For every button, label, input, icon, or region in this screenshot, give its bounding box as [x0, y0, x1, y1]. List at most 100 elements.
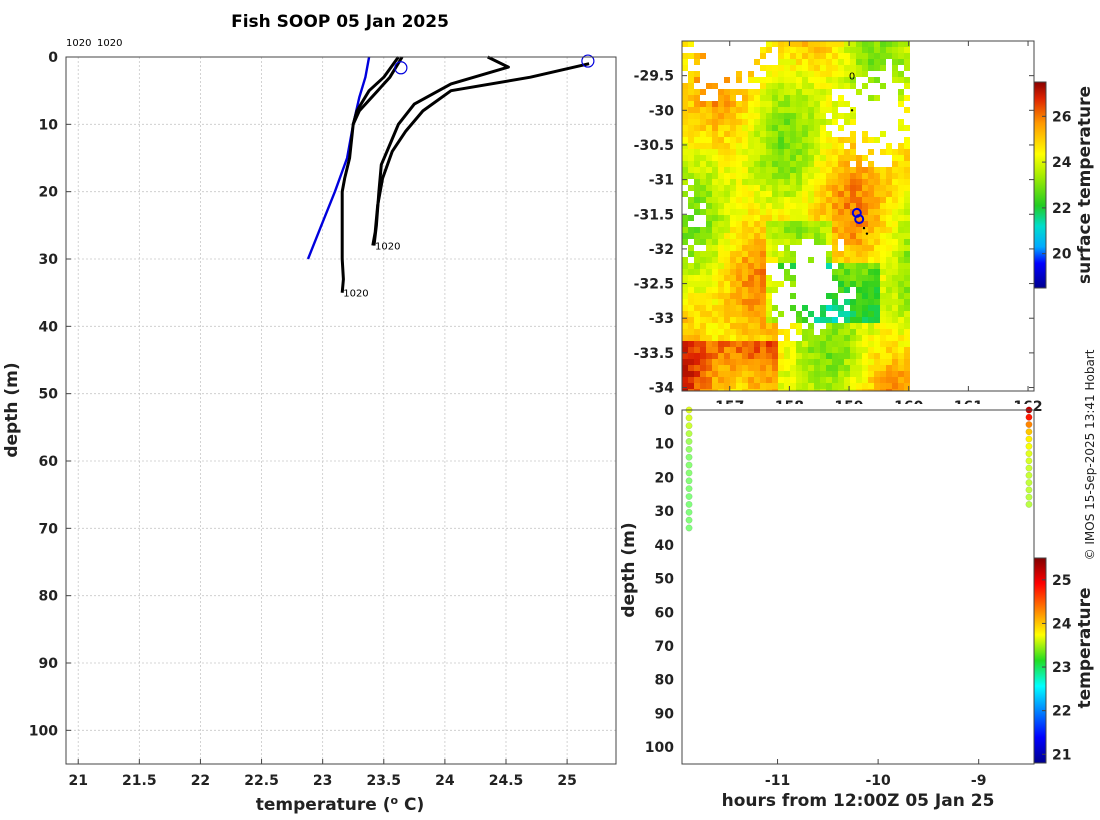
sst-cell: [844, 197, 850, 203]
sst-cell: [742, 107, 748, 113]
sst-cell: [748, 113, 754, 119]
sst-cell: [754, 155, 760, 161]
sst-cell: [862, 359, 868, 365]
sst-cell: [748, 89, 754, 95]
timeline-dot: [685, 500, 693, 508]
sst-cell: [748, 95, 754, 101]
sst-cell: [904, 335, 910, 341]
sst-cell: [850, 299, 856, 305]
sst-cell: [700, 149, 706, 155]
sst-cell: [826, 329, 832, 335]
sst-cell: [718, 197, 724, 203]
sst-cell: [880, 353, 886, 359]
sst-cell: [724, 185, 730, 191]
sst-cell: [694, 299, 700, 305]
sst-cell: [814, 41, 820, 47]
sst-cell: [700, 341, 706, 347]
sst-cell: [808, 377, 814, 383]
sst-cell: [796, 353, 802, 359]
sst-cell: [706, 275, 712, 281]
sst-cell: [850, 383, 856, 389]
sst-cell: [862, 131, 868, 137]
profile-surface-marker: [581, 54, 595, 68]
profile-x-tick-label: 21.5: [122, 773, 157, 789]
sst-cell: [784, 257, 790, 263]
sst-cell: [682, 53, 688, 59]
sst-cell: [832, 335, 838, 341]
sst-cell: [862, 353, 868, 359]
sst-cell: [706, 383, 712, 389]
profile-x-tick-label: 23.5: [367, 773, 402, 789]
sst-cell: [802, 335, 808, 341]
sst-cell: [754, 323, 760, 329]
sst-cell: [802, 305, 808, 311]
sst-cell: [880, 293, 886, 299]
profile-x-tick-label: 24.5: [489, 773, 524, 789]
sst-cell: [904, 377, 910, 383]
sst-cell: [838, 95, 844, 101]
sst-cell: [862, 269, 868, 275]
sst-cell: [766, 47, 772, 53]
sst-cell: [706, 305, 712, 311]
sst-cell: [736, 359, 742, 365]
sst-cell: [736, 149, 742, 155]
sst-cell: [682, 227, 688, 233]
sst-cell: [808, 209, 814, 215]
sst-cell: [820, 59, 826, 65]
sst-cell: [742, 197, 748, 203]
sst-cell: [682, 239, 688, 245]
sst-cell: [706, 185, 712, 191]
sst-cell: [868, 269, 874, 275]
sst-cell: [766, 233, 772, 239]
sst-cell: [850, 155, 856, 161]
sst-cell: [796, 179, 802, 185]
sst-cell: [838, 389, 844, 391]
sst-cell: [700, 323, 706, 329]
sst-cell: [886, 227, 892, 233]
sst-cell: [898, 41, 904, 47]
sst-cell: [826, 131, 832, 137]
sst-cell: [850, 41, 856, 47]
sst-cell: [814, 365, 820, 371]
sst-cell: [814, 65, 820, 71]
sst-cell: [826, 227, 832, 233]
sst-cell: [898, 317, 904, 323]
sst-cell: [760, 227, 766, 233]
sst-cell: [856, 191, 862, 197]
sst-cell: [808, 365, 814, 371]
sst-cell: [694, 179, 700, 185]
sst-cell: [724, 221, 730, 227]
sst-cell: [772, 95, 778, 101]
sst-cell: [862, 341, 868, 347]
sst-cell: [832, 119, 838, 125]
sst-cell: [802, 179, 808, 185]
sst-cell: [808, 329, 814, 335]
sst-cell: [790, 95, 796, 101]
sst-cell: [826, 317, 832, 323]
sst-cell: [832, 389, 838, 391]
sst-cell: [844, 299, 850, 305]
sst-cell: [844, 119, 850, 125]
sst-cell: [754, 377, 760, 383]
sst-cell: [862, 377, 868, 383]
sst-cell: [820, 377, 826, 383]
sst-cell: [688, 329, 694, 335]
sst-cell: [730, 227, 736, 233]
sst-cell: [724, 107, 730, 113]
sst-cell: [736, 113, 742, 119]
sst-cell: [688, 89, 694, 95]
sst-cell: [730, 209, 736, 215]
sst-cell: [748, 371, 754, 377]
sst-cell: [838, 185, 844, 191]
sst-cell: [694, 155, 700, 161]
sst-cell: [898, 125, 904, 131]
sst-cell: [778, 59, 784, 65]
sst-cell: [760, 353, 766, 359]
sst-cell: [742, 89, 748, 95]
sst-cell: [904, 281, 910, 287]
sst-cell: [850, 263, 856, 269]
sst-cell: [682, 233, 688, 239]
sst-cell: [790, 257, 796, 263]
sst-cell: [802, 89, 808, 95]
sst-cell: [772, 221, 778, 227]
